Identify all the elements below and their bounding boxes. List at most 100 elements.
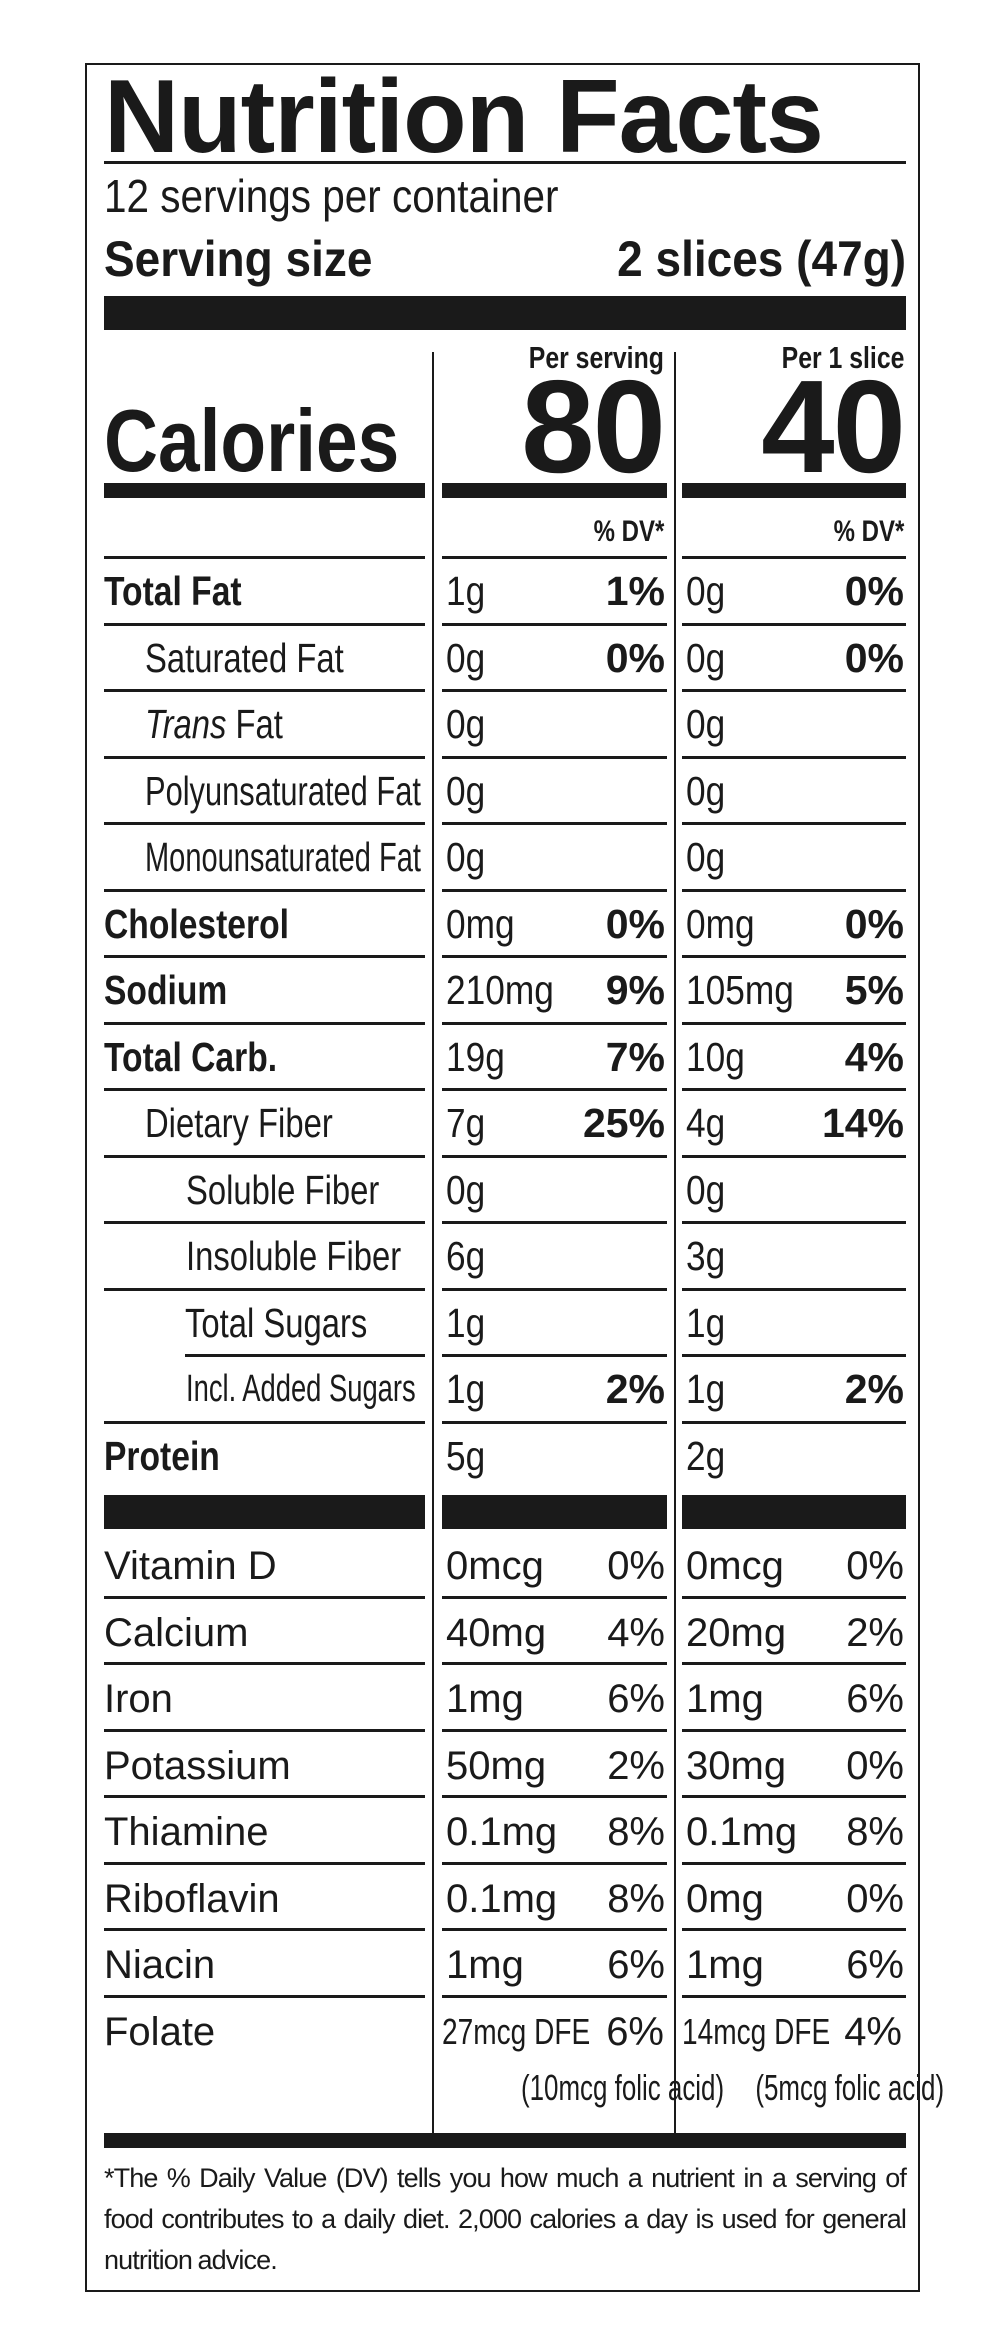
serving-amount-text: 0mcg	[446, 1544, 544, 1588]
nutrient-row-vitamin-d: Vitamin D 0mcg 0% 0mcg 0%	[0, 1532, 1000, 1599]
serving-daily-value: 9%	[605, 967, 665, 1013]
slice-amount-text: 105mg	[686, 967, 794, 1013]
nutrient-slice-cell: 105mg 5%	[682, 958, 906, 1025]
slice-amount-text: 0g	[686, 634, 726, 681]
serving-amount: 50mg	[446, 1744, 546, 1788]
nutrient-label: Protein	[104, 1434, 245, 1478]
nutrient-label: Trans Fat	[145, 702, 317, 746]
serving-amount-text: 5g	[446, 1432, 486, 1479]
slice-amount: 0g	[686, 1168, 732, 1212]
medium-divider	[442, 483, 667, 498]
slice-amount: 0.1mg	[686, 1810, 797, 1854]
nutrient-label-text: Riboflavin	[104, 1876, 280, 1921]
nutrient-label: Total Fat	[104, 569, 272, 613]
slice-amount: 3g	[686, 1234, 732, 1278]
serving-amount-text: 0g	[446, 834, 486, 880]
serving-amount-text: 1g	[446, 1366, 486, 1412]
slice-amount-text: 30mg	[686, 1743, 787, 1788]
slice-amount-text: 20mg	[686, 1610, 787, 1655]
slice-amount: 0g	[686, 835, 732, 879]
slice-daily-value: 0%	[846, 1544, 904, 1588]
per-serving-header-text: Per serving	[528, 340, 664, 375]
folate-per-slice: 14mcg DFE 4% (5mcg folic acid)	[682, 2010, 944, 2110]
nutrient-label-cell: Polyunsaturated Fat	[104, 759, 425, 825]
serving-daily-value: 25%	[582, 1100, 665, 1146]
nutrient-slice-cell: 0g	[682, 825, 906, 892]
serving-daily-value: 2%	[605, 1366, 665, 1412]
nutrient-label-text: Vitamin D	[104, 1544, 277, 1588]
serving-amount: 0mg	[446, 902, 526, 946]
slice-daily-value: 0%	[846, 1743, 904, 1788]
nutrient-serving-cell: 7g 25%	[442, 1091, 667, 1158]
nutrient-row-sodium: Sodium 210mg 9% 105mg 5%	[0, 958, 1000, 1025]
nutrient-serving-cell: 0g	[442, 825, 667, 892]
nutrient-label-cell: Niacin	[104, 1931, 425, 1998]
nutrient-label-cell: Potassium	[104, 1732, 425, 1798]
column-divider	[674, 352, 676, 2133]
nutrient-slice-cell: 30mg 0%	[682, 1732, 906, 1798]
nutrient-serving-cell: 1g	[442, 1291, 667, 1357]
nutrient-row-calcium: Calcium 40mg 4% 20mg 2%	[0, 1599, 1000, 1665]
serving-amount-text: 1g	[446, 568, 486, 614]
nutrient-label-cell: Soluble Fiber	[104, 1158, 425, 1224]
nutrient-label-cell: Trans Fat	[104, 692, 425, 759]
folic-acid-amount: (10mcg folic acid)	[520, 2067, 725, 2108]
nutrient-label: Total Carb.	[104, 1035, 315, 1079]
serving-amount: 0g	[446, 1168, 492, 1212]
nutrient-slice-cell: 0mg 0%	[682, 892, 906, 958]
folate-per-serving: 27mcg DFE 6% (10mcg folic acid)	[442, 2010, 724, 2110]
nutrient-label: Potassium	[104, 1744, 291, 1788]
slice-amount-text: 0g	[686, 767, 726, 814]
nutrient-label: Saturated Fat	[145, 636, 393, 680]
nutrient-row-polyunsaturated-fat: Polyunsaturated Fat 0g 0g	[0, 759, 1000, 825]
nutrient-label-text: Protein	[104, 1432, 220, 1479]
nutrient-serving-cell: 50mg 2%	[442, 1732, 667, 1798]
nutrient-label-cell: Total Fat	[104, 559, 425, 626]
nutrient-serving-cell: 1mg 6%	[442, 1931, 667, 1998]
slice-amount: 105mg	[686, 968, 811, 1012]
serving-size-label: Serving size	[104, 231, 373, 287]
serving-amount-text: 0.1mg	[446, 1876, 558, 1921]
serving-amount: 210mg	[446, 968, 571, 1012]
slice-amount-text: 0g	[686, 834, 726, 880]
slice-daily-value: 0%	[844, 634, 904, 681]
nutrient-serving-cell: 1g 1%	[442, 559, 667, 626]
nutrient-label-cell: Incl. Added Sugars	[104, 1357, 425, 1424]
nutrient-label-cell: Calcium	[104, 1599, 425, 1665]
serving-amount: 0.1mg	[446, 1877, 557, 1921]
nutrient-row-riboflavin: Riboflavin 0.1mg 8% 0mg 0%	[0, 1865, 1000, 1931]
nutrient-label-cell: Protein	[104, 1424, 425, 1491]
slice-amount: 0g	[686, 702, 732, 746]
nutrient-slice-cell: 0mg 0%	[682, 1865, 906, 1931]
nutrient-serving-cell: 210mg 9%	[442, 958, 667, 1025]
nutrient-serving-cell: 19g 7%	[442, 1025, 667, 1091]
slice-amount: 1g	[686, 1301, 732, 1345]
serving-daily-value: 2%	[607, 1743, 665, 1788]
serving-amount-text: 1g	[446, 1299, 486, 1346]
slice-amount-text: 3g	[686, 1233, 726, 1279]
slice-amount-text: 0mg	[686, 900, 755, 947]
nutrient-row-iron: Iron 1mg 6% 1mg 6%	[0, 1665, 1000, 1732]
nutrient-label-text: Total Carb.	[104, 1033, 278, 1080]
nutrient-label-text: Sodium	[104, 967, 228, 1013]
slice-amount-text: 2g	[686, 1432, 726, 1479]
nutrient-label-text: Insoluble Fiber	[186, 1233, 402, 1279]
per-serving-header: Per serving	[442, 340, 664, 376]
folate-amount: 14mcg DFE	[682, 2011, 831, 2052]
nutrient-slice-cell: 1g 2%	[682, 1357, 906, 1424]
slice-daily-value: 6%	[846, 1677, 904, 1721]
thick-divider	[682, 1495, 906, 1529]
nutrient-label: Vitamin D	[104, 1544, 277, 1588]
serving-amount: 1g	[446, 1367, 492, 1411]
nutrient-label-text: Cholesterol	[104, 900, 289, 947]
folic-acid-amount: (5mcg folic acid)	[755, 2067, 945, 2108]
serving-amount-text: 40mg	[446, 1610, 547, 1655]
slice-amount: 1mg	[686, 1677, 764, 1721]
slice-amount: 4g	[686, 1101, 732, 1145]
slice-amount: 1g	[686, 1367, 732, 1411]
nutrient-label-cell: Iron	[104, 1665, 425, 1732]
nutrient-row-total-sugars: Total Sugars 1g 1g	[0, 1291, 1000, 1357]
panel-title: Nutrition Facts	[104, 59, 824, 175]
dv-header-serving: % DV*	[442, 514, 664, 550]
slice-amount: 2g	[686, 1434, 732, 1478]
